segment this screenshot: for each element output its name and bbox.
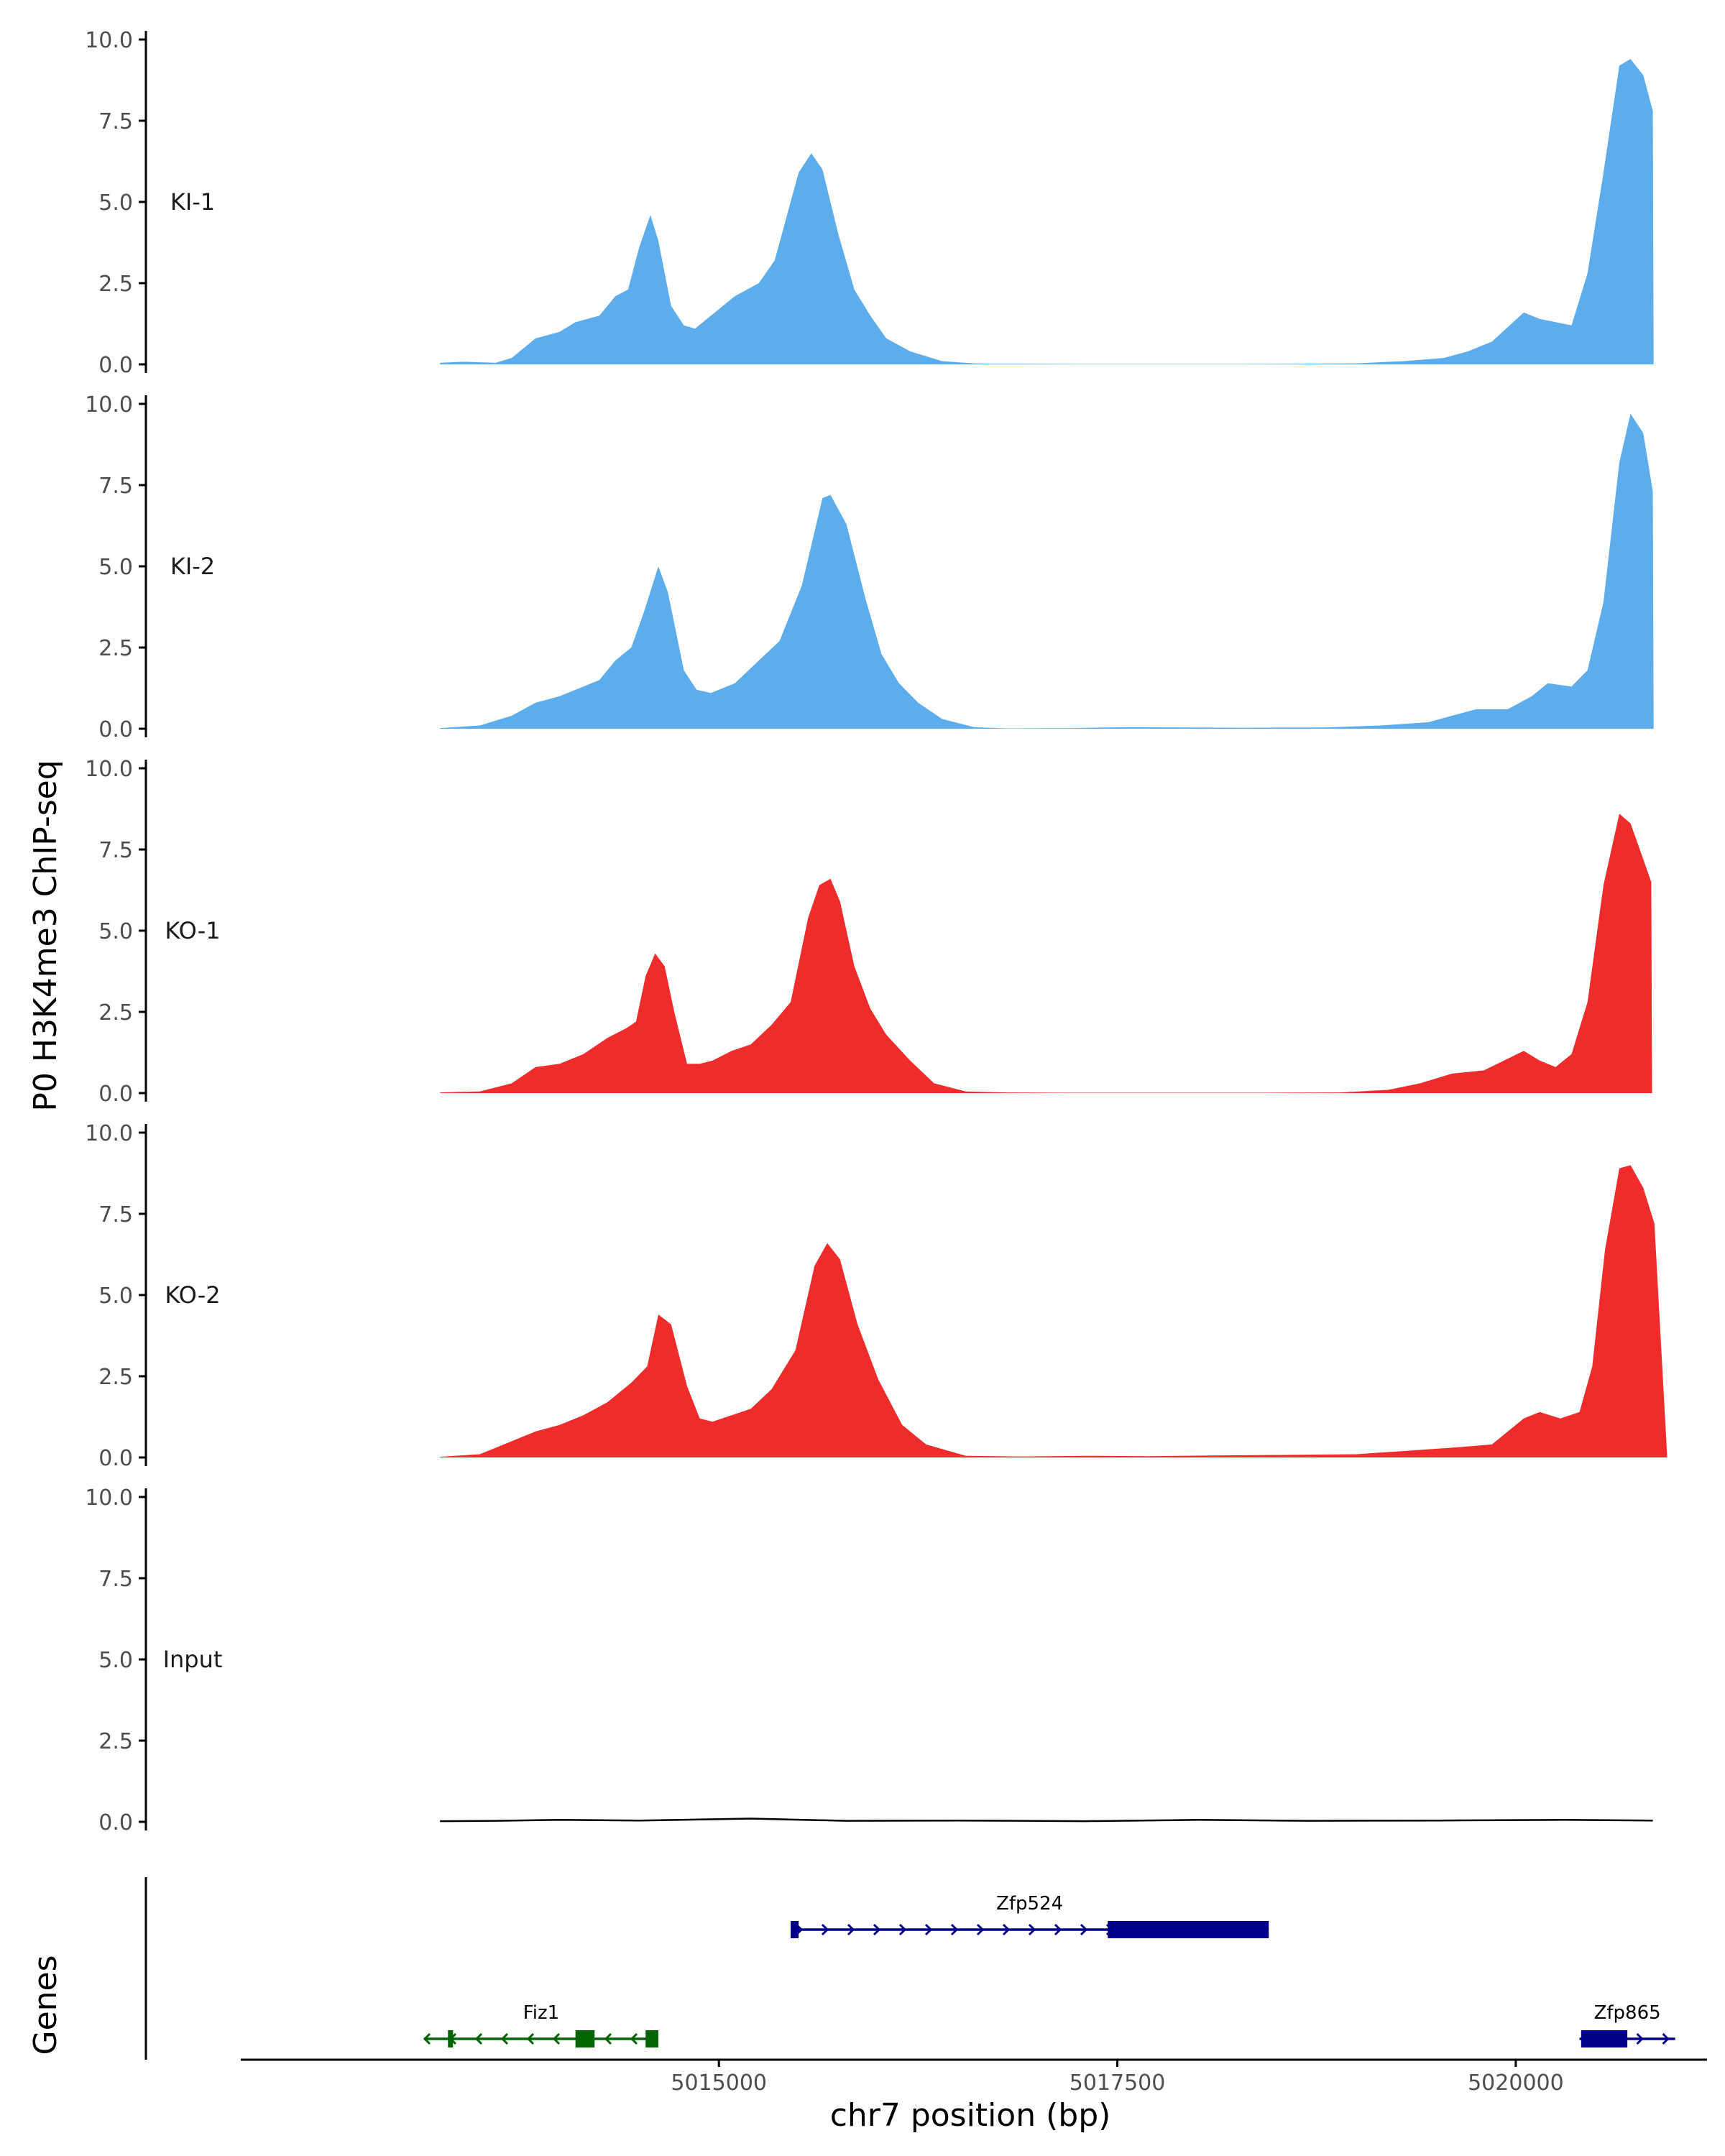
gene-zfp524: Zfp524 bbox=[791, 1893, 1269, 1938]
track-ko-1: 0.0 2.5 5.0 7.5 10.0 KO-1 bbox=[85, 757, 1652, 1107]
track-label: Input bbox=[163, 1646, 223, 1673]
y-tick-label: 5.0 bbox=[98, 919, 133, 944]
y-tick-label: 10.0 bbox=[85, 28, 133, 53]
gene-zfp865: Zfp865 bbox=[1579, 2002, 1675, 2047]
y-tick-label: 2.5 bbox=[98, 1365, 133, 1390]
strand-arrow bbox=[1028, 1923, 1036, 1936]
gene-exon bbox=[1581, 2030, 1628, 2047]
gene-annotation-panel: Zfp524 Fiz1 Zfp865 bbox=[144, 1877, 1675, 2060]
strand-arrow bbox=[976, 1923, 985, 1936]
y-tick-label: 10.0 bbox=[85, 1485, 133, 1511]
track-label: KO-1 bbox=[165, 917, 220, 944]
y-tick-label: 0.0 bbox=[98, 1082, 133, 1107]
strand-arrow bbox=[924, 1923, 933, 1936]
strand-arrow bbox=[1080, 1923, 1088, 1936]
strand-arrow bbox=[821, 1923, 829, 1936]
gene-exon bbox=[575, 2030, 595, 2047]
strand-arrow bbox=[630, 2032, 638, 2045]
y-tick-label: 0.0 bbox=[98, 353, 133, 378]
coverage-area bbox=[440, 59, 1654, 364]
gene-exon bbox=[791, 1921, 799, 1938]
y-tick-label: 2.5 bbox=[98, 636, 133, 661]
y-axis-title: P0 H3K4me3 ChIP-seq bbox=[27, 760, 64, 1111]
strand-arrow bbox=[950, 1923, 959, 1936]
gene-label: Zfp865 bbox=[1594, 2002, 1661, 2024]
y-tick-label: 7.5 bbox=[98, 1567, 133, 1592]
y-tick-label: 5.0 bbox=[98, 1284, 133, 1309]
gene-label: Fiz1 bbox=[523, 2002, 559, 2024]
strand-arrow bbox=[604, 2032, 612, 2045]
strand-arrow bbox=[474, 2032, 483, 2045]
genes-axis-title: Genes bbox=[27, 1955, 64, 2055]
x-tick-label: 5015000 bbox=[671, 2070, 767, 2096]
strand-arrow bbox=[500, 2032, 509, 2045]
y-tick-label: 7.5 bbox=[98, 838, 133, 863]
strand-arrow bbox=[873, 1923, 881, 1936]
x-tick-label: 5020000 bbox=[1468, 2070, 1564, 2096]
gene-exon bbox=[645, 2030, 658, 2047]
strand-arrow bbox=[847, 1923, 855, 1936]
strand-arrow bbox=[1662, 2032, 1670, 2045]
y-tick-label: 2.5 bbox=[98, 1000, 133, 1026]
y-tick-label: 2.5 bbox=[98, 272, 133, 297]
strand-arrow bbox=[1002, 1923, 1011, 1936]
x-axis-title: chr7 position (bp) bbox=[830, 2097, 1111, 2134]
y-tick-label: 0.0 bbox=[98, 1810, 133, 1835]
coverage-line bbox=[440, 1818, 1653, 1823]
strand-arrow bbox=[1636, 2032, 1644, 2045]
coverage-area bbox=[440, 413, 1654, 729]
y-tick-label: 7.5 bbox=[98, 1202, 133, 1227]
y-tick-label: 0.0 bbox=[98, 1446, 133, 1471]
track-input: 0.0 2.5 5.0 7.5 10.0 Input bbox=[85, 1485, 1653, 1835]
strand-arrow bbox=[526, 2032, 535, 2045]
strand-arrow bbox=[423, 2032, 431, 2045]
track-ki-2: 0.0 2.5 5.0 7.5 10.0 KI-2 bbox=[85, 392, 1654, 742]
coverage-area bbox=[440, 814, 1652, 1093]
y-tick-label: 7.5 bbox=[98, 109, 133, 134]
coverage-tracks: 0.0 2.5 5.0 7.5 10.0 KI-1 0.0 2.5 5.0 7.5 10.0 KI-2… bbox=[85, 28, 1668, 1835]
coverage-area bbox=[440, 1165, 1668, 1457]
y-tick-label: 10.0 bbox=[85, 757, 133, 782]
y-tick-label: 0.0 bbox=[98, 717, 133, 742]
y-tick-label: 10.0 bbox=[85, 392, 133, 418]
y-tick-label: 5.0 bbox=[98, 1648, 133, 1673]
gene-fiz1: Fiz1 bbox=[423, 2002, 658, 2047]
track-label: KI-2 bbox=[170, 553, 215, 580]
strand-arrow bbox=[1054, 1923, 1062, 1936]
gene-exon bbox=[1108, 1921, 1269, 1938]
track-label: KI-1 bbox=[170, 188, 215, 216]
y-tick-label: 5.0 bbox=[98, 190, 133, 216]
track-ko-2: 0.0 2.5 5.0 7.5 10.0 KO-2 bbox=[85, 1121, 1668, 1471]
x-tick-label: 5017500 bbox=[1070, 2070, 1166, 2096]
gene-exon bbox=[448, 2030, 454, 2047]
track-ki-1: 0.0 2.5 5.0 7.5 10.0 KI-1 bbox=[85, 28, 1654, 378]
y-tick-label: 10.0 bbox=[85, 1121, 133, 1146]
y-tick-label: 7.5 bbox=[98, 474, 133, 499]
strand-arrow bbox=[898, 1923, 907, 1936]
y-tick-label: 2.5 bbox=[98, 1729, 133, 1754]
gene-label: Zfp524 bbox=[996, 1893, 1063, 1915]
y-tick-label: 5.0 bbox=[98, 555, 133, 580]
track-label: KO-2 bbox=[165, 1281, 220, 1309]
x-axis: 5015000 5017500 5020000 bbox=[241, 2058, 1707, 2096]
strand-arrow bbox=[552, 2032, 561, 2045]
